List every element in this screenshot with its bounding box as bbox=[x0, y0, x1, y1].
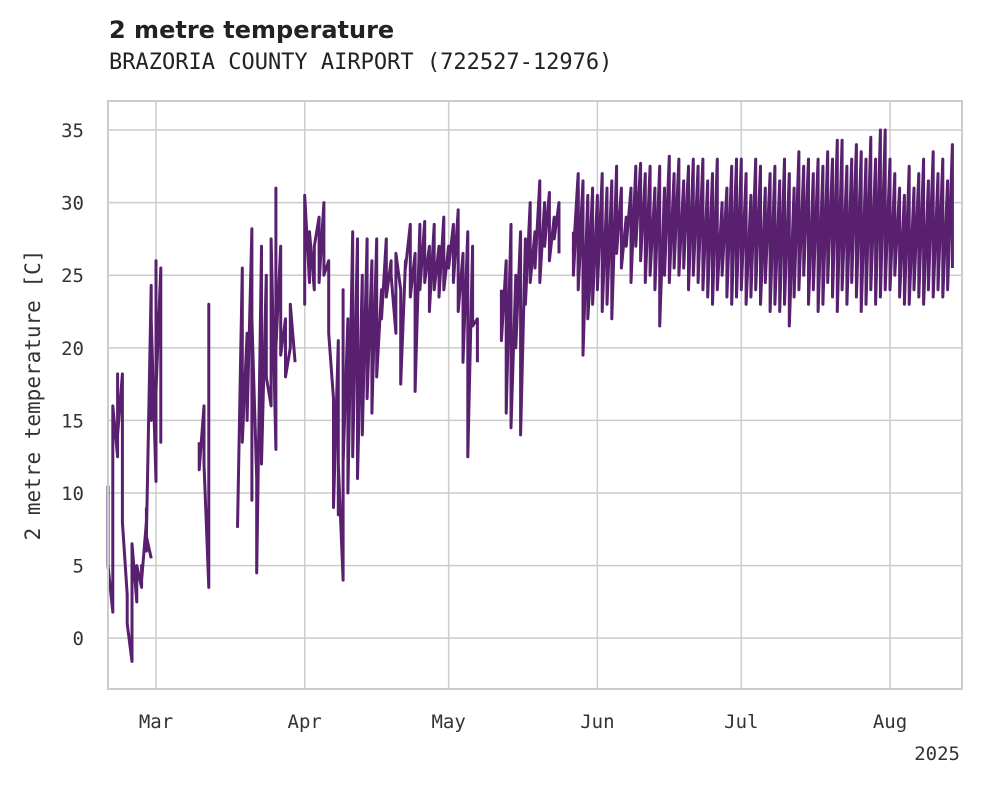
y-tick-label: 30 bbox=[61, 193, 84, 215]
temperature-series-segment bbox=[197, 302, 211, 589]
x-year-label: 2025 bbox=[914, 743, 960, 765]
x-tick-label: Aug bbox=[873, 711, 907, 733]
temperature-series-segment bbox=[499, 179, 561, 437]
temperature-series-segment bbox=[106, 372, 153, 663]
plot-frame bbox=[107, 100, 963, 690]
x-tick-labels: Mar Apr May Jun Jul Aug bbox=[139, 711, 907, 733]
y-tick-label: 25 bbox=[61, 265, 84, 287]
temperature-series-segment bbox=[236, 186, 297, 575]
x-tick-label: Jun bbox=[580, 711, 614, 733]
y-tick-label: 35 bbox=[61, 120, 84, 142]
y-tick-label: 0 bbox=[73, 628, 84, 650]
y-tick-label: 20 bbox=[61, 338, 84, 360]
chart-title: 2 metre temperature bbox=[109, 16, 395, 44]
y-tick-label: 10 bbox=[61, 483, 84, 505]
x-tick-label: May bbox=[431, 711, 465, 733]
chart-subtitle: BRAZORIA COUNTY AIRPORT (722527-12976) bbox=[109, 50, 613, 75]
y-tick-label: 5 bbox=[73, 556, 84, 578]
y-tick-labels: 0 5 10 15 20 25 30 35 bbox=[61, 120, 84, 650]
plot-lines bbox=[106, 128, 954, 663]
y-axis-label: 2 metre temperature [C] bbox=[21, 250, 45, 541]
x-tick-label: Apr bbox=[288, 711, 322, 733]
x-tick-label: Jul bbox=[724, 711, 758, 733]
x-tick-label: Mar bbox=[139, 711, 173, 733]
temperature-series-segment bbox=[571, 128, 954, 335]
temperature-series-segment bbox=[303, 193, 479, 582]
y-tick-label: 15 bbox=[61, 410, 84, 432]
temperature-series-segment bbox=[144, 259, 163, 539]
